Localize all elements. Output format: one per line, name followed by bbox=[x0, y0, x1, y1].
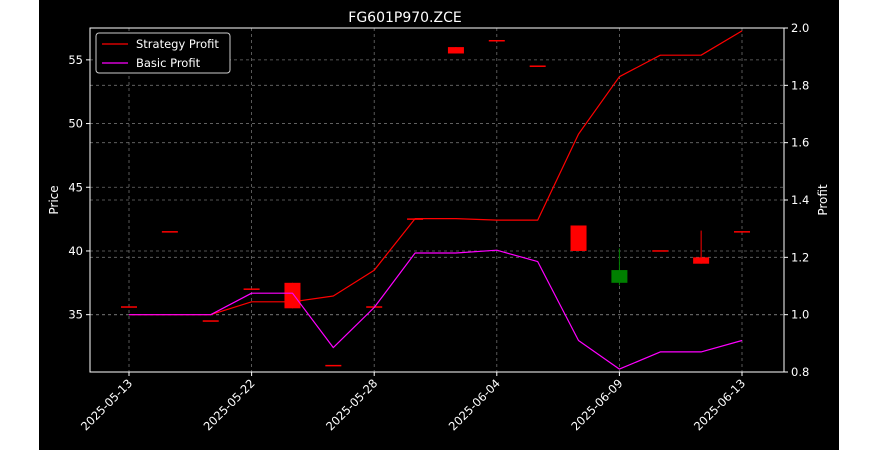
left-tick-label: 40 bbox=[68, 244, 83, 258]
legend: Strategy Profit Basic Profit bbox=[95, 32, 231, 74]
legend-label-strategy: Strategy Profit bbox=[136, 37, 219, 51]
candle-body bbox=[325, 364, 342, 367]
right-tick-label: 1.4 bbox=[791, 193, 809, 207]
candle-body bbox=[693, 257, 710, 264]
chart-svg: FG601P970.ZCE 35 40 45 50 55 0.8 1.0 1.2 1.4 1.6… bbox=[39, 0, 839, 450]
legend-label-basic: Basic Profit bbox=[136, 56, 201, 70]
candle-body bbox=[570, 225, 587, 251]
right-tick-label: 2.0 bbox=[791, 21, 809, 35]
candle-body bbox=[161, 231, 178, 233]
candle-body bbox=[529, 65, 546, 67]
candle-body bbox=[447, 47, 464, 54]
candlestick-layer bbox=[121, 39, 750, 367]
y-axis-label-right: Profit bbox=[816, 184, 830, 216]
candle-body bbox=[243, 288, 260, 290]
left-axis: 35 40 45 50 55 bbox=[68, 53, 90, 322]
right-tick-label: 0.8 bbox=[791, 365, 809, 379]
basic-profit-line bbox=[129, 249, 743, 370]
candle-body bbox=[121, 306, 137, 308]
right-tick-label: 1.2 bbox=[791, 250, 809, 264]
candle-body bbox=[202, 320, 219, 322]
candle-body bbox=[284, 282, 301, 309]
candle-body bbox=[652, 250, 669, 252]
legend-box bbox=[95, 32, 231, 74]
profit-lines-layer bbox=[129, 30, 743, 370]
candle-body bbox=[488, 39, 505, 42]
right-tick-label: 1.0 bbox=[791, 308, 809, 322]
figure-background bbox=[39, 0, 839, 450]
strategy-profit-line bbox=[129, 30, 743, 316]
candle-body bbox=[734, 231, 750, 233]
candle-body bbox=[611, 270, 628, 283]
y-axis-label-left: Price bbox=[47, 185, 61, 214]
right-tick-label: 1.6 bbox=[791, 136, 809, 150]
left-tick-label: 50 bbox=[68, 117, 83, 131]
right-axis: 0.8 1.0 1.2 1.4 1.6 1.8 2.0 bbox=[784, 21, 809, 379]
chart-figure: FG601P970.ZCE 35 40 45 50 55 0.8 1.0 1.2 1.4 1.6… bbox=[39, 0, 839, 450]
left-tick-label: 35 bbox=[68, 308, 83, 322]
right-tick-label: 1.8 bbox=[791, 78, 809, 92]
left-tick-label: 45 bbox=[68, 180, 83, 194]
chart-title: FG601P970.ZCE bbox=[348, 10, 461, 26]
left-tick-label: 55 bbox=[68, 53, 83, 67]
